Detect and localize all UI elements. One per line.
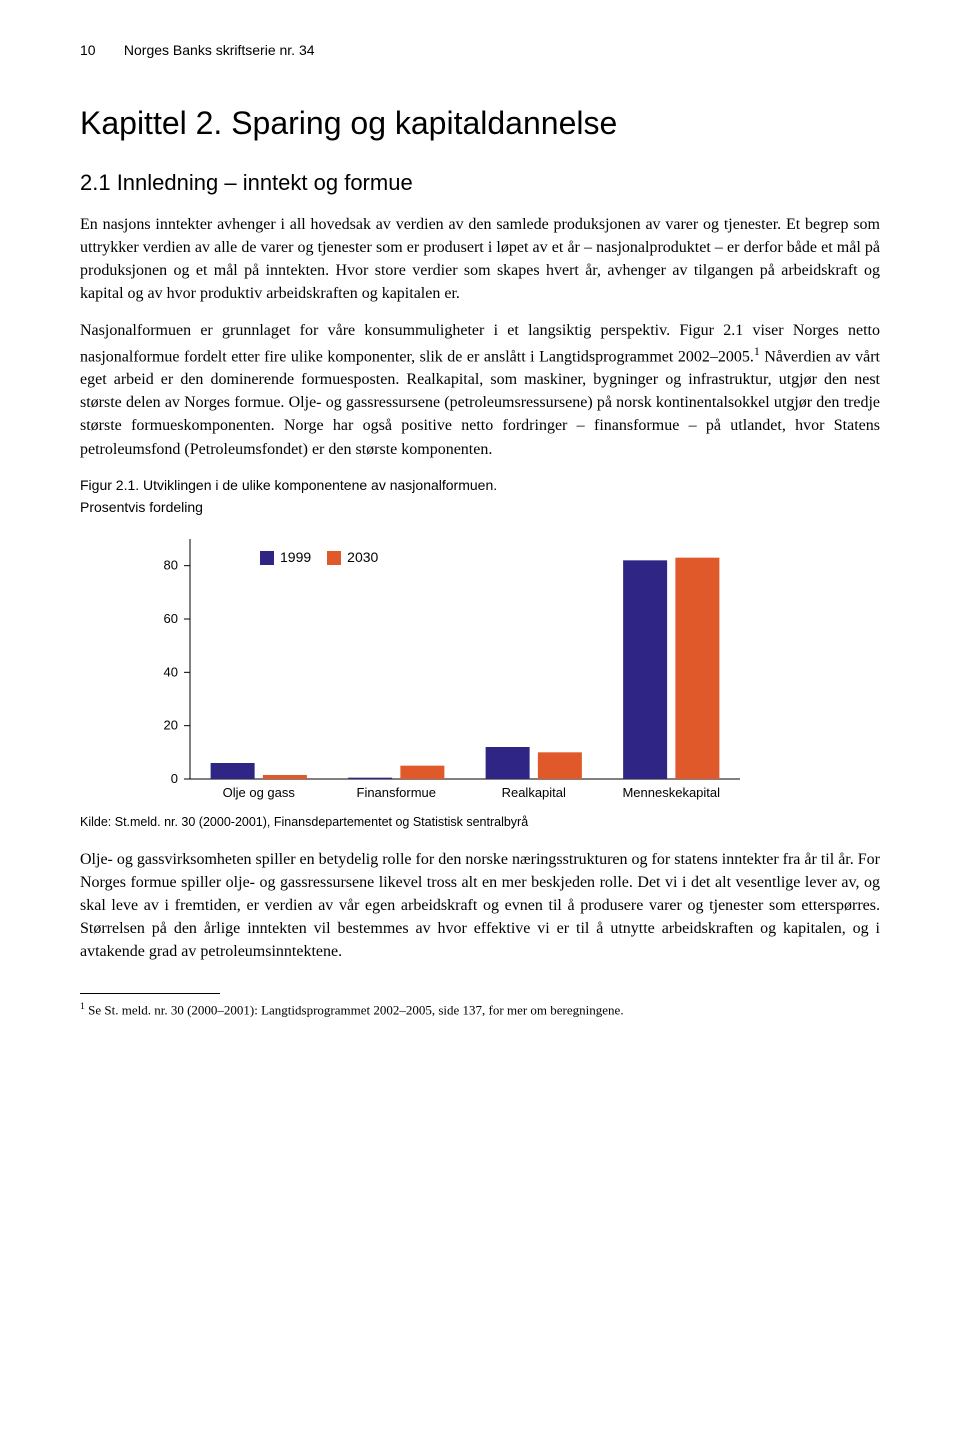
- legend-item-1999: 1999: [260, 547, 311, 567]
- chart-svg: 0 20 40 60 80 Olje og gass Finansformue Realkap…: [120, 529, 760, 809]
- svg-text:20: 20: [164, 718, 178, 733]
- chart-legend: 1999 2030: [260, 547, 378, 567]
- section-heading: 2.1 Innledning – inntekt og formue: [80, 167, 880, 199]
- series-title: Norges Banks skriftserie nr. 34: [124, 42, 315, 58]
- svg-text:0: 0: [171, 771, 178, 786]
- chart-figure-2-1: 1999 2030 0 20 40 60 80 Olje og gass Finansfor…: [120, 529, 760, 809]
- footnote-1: 1 Se St. meld. nr. 30 (2000–2001): Langt…: [80, 1000, 880, 1019]
- paragraph-1: En nasjons inntekter avhenger i all hove…: [80, 213, 880, 306]
- svg-text:Olje og gass: Olje og gass: [223, 785, 296, 800]
- legend-item-2030: 2030: [327, 547, 378, 567]
- svg-text:40: 40: [164, 665, 178, 680]
- page-number: 10: [80, 40, 120, 60]
- chart-source: Kilde: St.meld. nr. 30 (2000-2001), Fina…: [80, 813, 880, 831]
- figure-title: Figur 2.1. Utviklingen i de ulike kompon…: [80, 475, 880, 495]
- svg-text:Menneskekapital: Menneskekapital: [622, 785, 720, 800]
- svg-text:Finansformue: Finansformue: [357, 785, 436, 800]
- paragraph-2: Nasjonalformuen er grunnlaget for våre k…: [80, 319, 880, 460]
- footnote-text: Se St. meld. nr. 30 (2000–2001): Langtid…: [85, 1003, 624, 1018]
- footnote-rule: [80, 993, 220, 994]
- running-header: 10 Norges Banks skriftserie nr. 34: [80, 40, 880, 60]
- svg-text:80: 80: [164, 558, 178, 573]
- legend-label-1999: 1999: [280, 547, 311, 567]
- figure-subtitle: Prosentvis fordeling: [80, 497, 880, 517]
- legend-swatch-2030: [327, 551, 341, 565]
- paragraph-3: Olje- og gassvirksomheten spiller en bet…: [80, 848, 880, 964]
- legend-swatch-1999: [260, 551, 274, 565]
- chapter-title: Kapittel 2. Sparing og kapitaldannelse: [80, 100, 880, 146]
- svg-text:60: 60: [164, 611, 178, 626]
- legend-label-2030: 2030: [347, 547, 378, 567]
- svg-text:Realkapital: Realkapital: [502, 785, 566, 800]
